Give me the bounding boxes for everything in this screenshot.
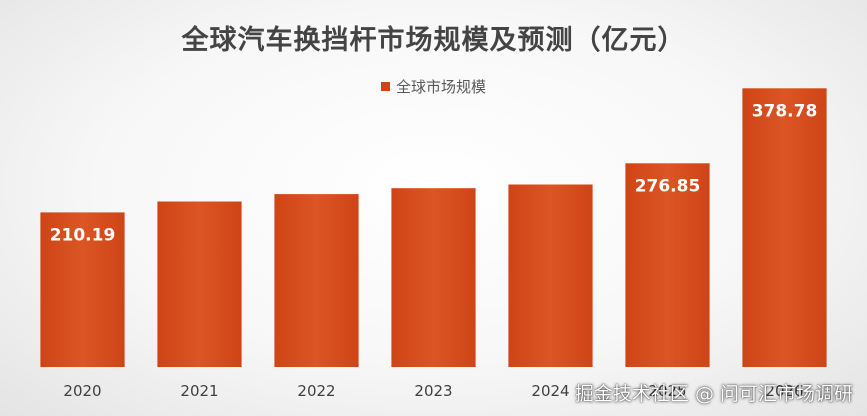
data-label-2020: 210.19 bbox=[50, 225, 116, 245]
data-label-2025: 276.85 bbox=[635, 176, 701, 196]
bar-2023 bbox=[391, 188, 476, 367]
legend-label: 全球市场规模 bbox=[395, 78, 486, 96]
bar-2024 bbox=[508, 184, 593, 367]
bar-2020 bbox=[40, 212, 125, 367]
legend-swatch bbox=[380, 82, 390, 91]
x-tick-2021: 2021 bbox=[180, 382, 218, 400]
bar-2022 bbox=[274, 194, 359, 367]
x-tick-2024: 2024 bbox=[531, 382, 569, 400]
bar-2021 bbox=[157, 201, 242, 367]
bar-2025 bbox=[625, 163, 710, 367]
x-tick-2023: 2023 bbox=[414, 382, 452, 400]
chart-title: 全球汽车换挡杆市场规模及预测（亿元） bbox=[181, 25, 686, 56]
x-tick-2020: 2020 bbox=[63, 382, 101, 400]
x-tick-2022: 2022 bbox=[297, 382, 335, 400]
data-label-2026: 378.78 bbox=[752, 101, 818, 121]
x-tick-2026: 2026 bbox=[765, 382, 803, 400]
legend: 全球市场规模 bbox=[0, 76, 867, 97]
x-tick-2025: 2025 bbox=[648, 382, 686, 400]
bar-2026 bbox=[742, 88, 827, 368]
watermark: 掘金技术社区 @ 问可汇市场调研 bbox=[574, 383, 853, 405]
